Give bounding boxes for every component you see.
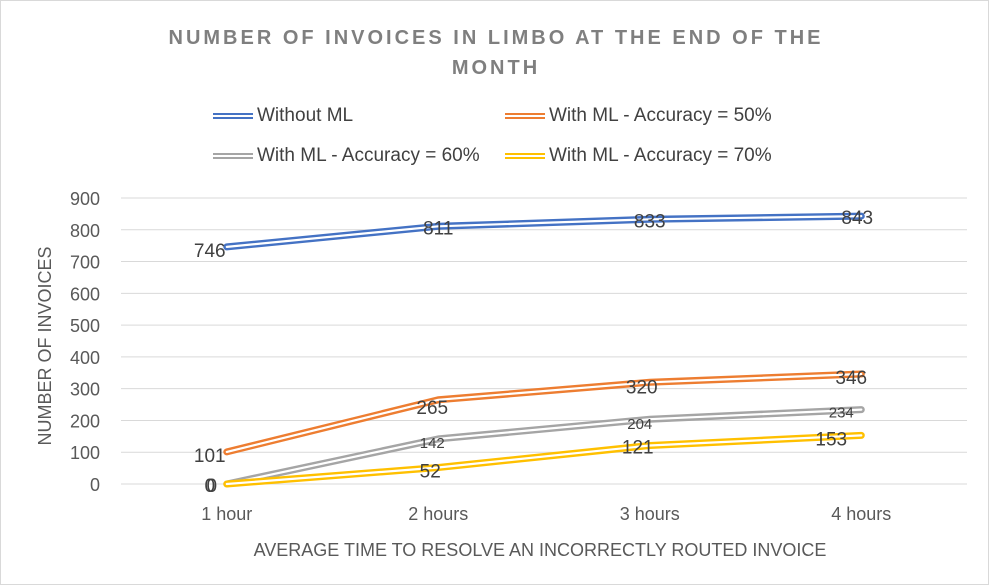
data-label-2-2: 204 — [627, 416, 652, 433]
data-label-0-0: 746 — [194, 241, 226, 262]
x-axis-title: AVERAGE TIME TO RESOLVE AN INCORRECTLY R… — [254, 540, 827, 560]
series-line-inner-3 — [225, 434, 863, 486]
series-2: 0 142 204 234 — [204, 405, 865, 497]
y-tick-label-900: 900 — [70, 189, 100, 209]
series-0: 746 811 833 843 — [194, 208, 873, 262]
data-label-0-2: 833 — [634, 211, 666, 232]
series-3: 0 52 121 153 — [206, 429, 865, 497]
data-label-1-1: 265 — [416, 398, 448, 419]
legend-item-without-ml: Without ML — [213, 104, 353, 128]
data-label-2-3: 234 — [829, 405, 854, 422]
x-tick-label-2: 3 hours — [620, 504, 680, 524]
y-tick-label-0: 0 — [90, 475, 100, 495]
data-label-1-0: 101 — [194, 446, 226, 467]
y-tick-label-400: 400 — [70, 348, 100, 368]
y-tick-label-600: 600 — [70, 284, 100, 304]
legend-item-accuracy-50: With ML - Accuracy = 50% — [505, 104, 772, 128]
series-line-0 — [223, 212, 865, 251]
legend-label-accuracy-60: With ML - Accuracy = 60% — [257, 145, 480, 166]
legend-item-accuracy-60: With ML - Accuracy = 60% — [213, 144, 480, 168]
x-tick-label-0: 1 hour — [201, 504, 252, 524]
data-label-0-1: 811 — [423, 218, 453, 239]
y-axis-title: NUMBER OF INVOICES — [35, 246, 55, 445]
series-line-inner-1 — [225, 372, 863, 453]
data-label-0-3: 843 — [841, 208, 873, 229]
series-1: 101 265 320 346 — [194, 368, 867, 467]
y-tick-label-800: 800 — [70, 221, 100, 241]
data-label-3-2: 121 — [622, 438, 654, 459]
legend-item-accuracy-70: With ML - Accuracy = 70% — [505, 144, 772, 168]
legend-label-without-ml: Without ML — [257, 105, 354, 126]
data-label-3-1: 52 — [420, 461, 441, 482]
x-tick-label-3: 4 hours — [831, 504, 891, 524]
y-tick-label-100: 100 — [70, 443, 100, 463]
data-label-2-0: 0 — [204, 476, 215, 497]
y-tick-label-200: 200 — [70, 411, 100, 431]
legend-label-accuracy-70: With ML - Accuracy = 70% — [549, 145, 772, 166]
data-label-3-3: 153 — [815, 429, 847, 450]
series-line-inner-0 — [225, 215, 863, 248]
x-tick-label-1: 2 hours — [408, 504, 468, 524]
legend-label-accuracy-50: With ML - Accuracy = 50% — [549, 105, 772, 126]
data-label-1-2: 320 — [626, 377, 658, 398]
data-label-3-0: 0 — [206, 476, 217, 497]
y-tick-label-300: 300 — [70, 380, 100, 400]
data-label-2-1: 142 — [420, 435, 445, 452]
y-tick-label-500: 500 — [70, 316, 100, 336]
data-label-1-3: 346 — [835, 368, 867, 389]
series-line-inner-2 — [225, 408, 863, 486]
chart-title: NUMBER OF INVOICES IN LIMBO AT THE END O… — [168, 27, 824, 79]
y-tick-label-700: 700 — [70, 253, 100, 273]
